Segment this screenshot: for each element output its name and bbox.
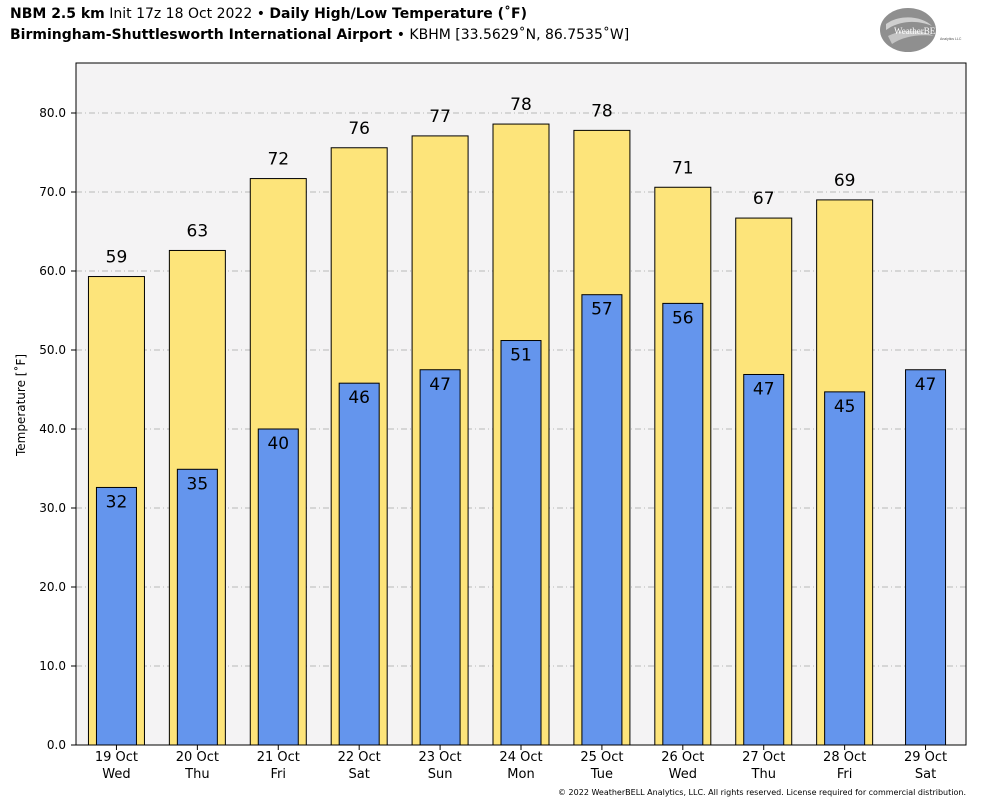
weatherbell-logo: WeatherBELL Analytics LLC: [880, 8, 962, 52]
y-tick-label: 60.0: [39, 264, 66, 278]
y-tick-label: 30.0: [39, 501, 66, 515]
station-line: Birmingham-Shuttlesworth International A…: [10, 27, 629, 43]
low-temp-label: 40: [267, 434, 289, 454]
x-tick-weekday: Sat: [915, 767, 936, 782]
product-title: Daily High/Low Temperature (˚F): [269, 6, 527, 22]
x-tick-date: 24 Oct: [499, 750, 542, 765]
low-temp-label: 47: [915, 375, 937, 395]
model-name: NBM 2.5 km: [10, 6, 105, 22]
low-temp-label: 47: [429, 375, 451, 395]
low-temp-label: 47: [753, 379, 775, 399]
low-temp-bar: [95, 486, 137, 746]
x-tick-weekday: Thu: [184, 767, 209, 782]
plot-frame: [75, 62, 967, 746]
y-tick-label: 70.0: [39, 185, 66, 199]
x-tick-weekday: Wed: [102, 767, 130, 782]
y-tick-label: 40.0: [39, 422, 66, 436]
low-temp-label: 45: [834, 397, 856, 417]
low-temp-label: 46: [348, 388, 370, 408]
y-tick-label: 10.0: [39, 659, 66, 673]
init-time: Init 17z 18 Oct 2022: [109, 6, 253, 22]
low-temp-label: 56: [672, 308, 694, 328]
station-id: KBHM [33.5629˚N, 86.7535˚W]: [409, 27, 630, 43]
low-temp-bar: [500, 340, 542, 746]
y-tick-label: 80.0: [39, 106, 66, 120]
low-temp-bar: [419, 369, 461, 746]
x-tick-weekday: Thu: [751, 767, 776, 782]
x-tick-weekday: Mon: [507, 767, 534, 782]
high-temp-label: 76: [348, 119, 370, 139]
y-tick-label: 20.0: [39, 580, 66, 594]
high-temp-label: 67: [753, 189, 775, 209]
x-tick-date: 23 Oct: [419, 750, 462, 765]
low-temp-bar: [338, 382, 380, 746]
high-temp-label: 78: [510, 95, 532, 115]
x-tick-weekday: Fri: [837, 767, 853, 782]
low-temp-label: 51: [510, 346, 532, 366]
x-tick-date: 20 Oct: [176, 750, 219, 765]
station-name: Birmingham-Shuttlesworth International A…: [10, 27, 393, 43]
high-temp-label: 78: [591, 101, 613, 121]
x-tick-date: 21 Oct: [257, 750, 300, 765]
x-tick-date: 26 Oct: [661, 750, 704, 765]
low-temp-bar: [176, 468, 218, 746]
x-tick-date: 28 Oct: [823, 750, 866, 765]
x-tick-date: 25 Oct: [580, 750, 623, 765]
high-temp-label: 71: [672, 158, 694, 178]
high-temp-label: 63: [187, 221, 209, 241]
low-temp-bar: [662, 302, 704, 746]
y-tick-label: 0.0: [47, 738, 66, 752]
low-temp-bar: [581, 294, 623, 746]
x-tick-weekday: Fri: [271, 767, 287, 782]
x-tick-date: 19 Oct: [95, 750, 138, 765]
copyright-notice: © 2022 WeatherBELL Analytics, LLC. All r…: [558, 788, 966, 797]
high-temp-label: 77: [429, 107, 451, 127]
x-tick-weekday: Sat: [349, 767, 370, 782]
separator-bullet: •: [396, 27, 405, 43]
x-tick-weekday: Sun: [428, 767, 453, 782]
low-temp-bar: [257, 428, 299, 746]
low-temp-label: 57: [591, 300, 613, 320]
low-temp-bar: [743, 373, 785, 746]
low-temp-label: 32: [106, 492, 128, 512]
y-axis-label: Temperature [˚F]: [13, 354, 28, 457]
x-tick-weekday: Tue: [590, 767, 613, 782]
logo-text: WeatherBELL: [894, 26, 946, 36]
high-temp-label: 69: [834, 171, 856, 191]
chart-title-line: NBM 2.5 km Init 17z 18 Oct 2022 • Daily …: [10, 6, 527, 22]
x-tick-date: 29 Oct: [904, 750, 947, 765]
low-temp-bar: [905, 369, 947, 746]
x-tick-weekday: Wed: [669, 767, 697, 782]
high-temp-label: 59: [106, 248, 128, 268]
x-tick-date: 22 Oct: [338, 750, 381, 765]
low-temp-label: 35: [187, 474, 209, 494]
separator-bullet: •: [256, 6, 265, 22]
high-temp-label: 72: [267, 150, 289, 170]
logo-subtext: Analytics LLC: [940, 37, 962, 41]
x-tick-date: 27 Oct: [742, 750, 785, 765]
low-temp-bar: [824, 391, 866, 746]
y-tick-label: 50.0: [39, 343, 66, 357]
